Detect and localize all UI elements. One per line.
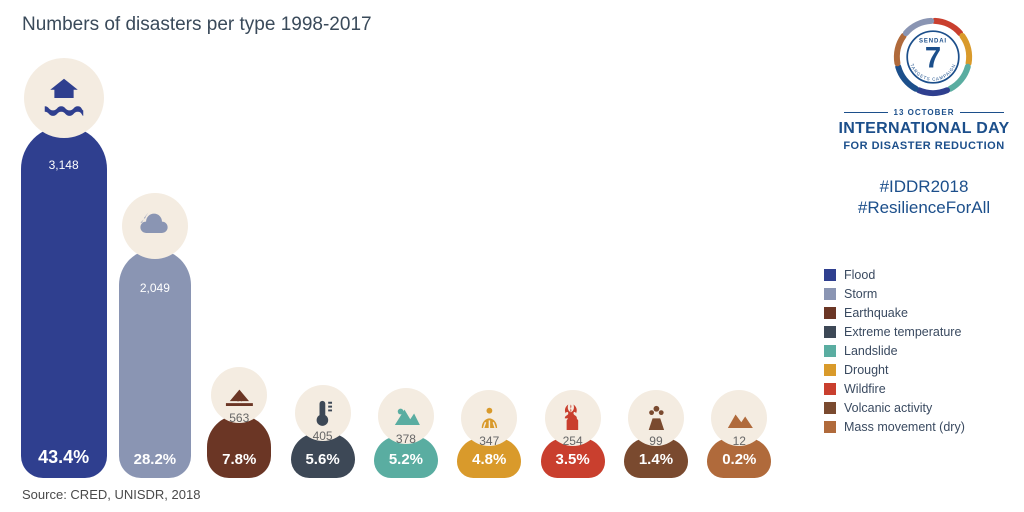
- bar-count: 2,049: [119, 281, 191, 295]
- legend-swatch: [824, 402, 836, 414]
- bar-pct: 5.2%: [389, 451, 423, 468]
- flood-icon: [24, 58, 104, 138]
- hashtags: #IDDR2018 #ResilienceForAll: [824, 176, 1024, 219]
- legend-row: Earthquake: [824, 306, 1010, 320]
- bar-wildfire: 3.5% 254: [534, 390, 611, 478]
- legend-row: Landslide: [824, 344, 1010, 358]
- bar-extreme-temperature: 5.6% 405: [284, 385, 361, 478]
- bar-volcanic-activity: 1.4% 99: [617, 390, 694, 478]
- bar-storm: 28.2% 2,049: [115, 193, 194, 478]
- source-text: Source: CRED, UNISDR, 2018: [22, 487, 200, 502]
- bar-count: 3,148: [21, 158, 107, 172]
- bar-count: 347: [457, 434, 521, 448]
- bar-count: 563: [207, 411, 271, 425]
- legend-row: Wildfire: [824, 382, 1010, 396]
- bar-pct: 1.4%: [639, 451, 673, 468]
- pillar: 43.4%: [21, 126, 107, 478]
- legend-swatch: [824, 364, 836, 376]
- legend-row: Drought: [824, 363, 1010, 377]
- legend-row: Extreme temperature: [824, 325, 1010, 339]
- bar-drought: 4.8% 347: [451, 390, 528, 478]
- bar-count: 378: [374, 432, 438, 446]
- legend-swatch: [824, 288, 836, 300]
- legend-label: Extreme temperature: [844, 325, 961, 339]
- bar-flood: 43.4% 3,148: [18, 58, 109, 478]
- bar-chart: 43.4% 3,148 28.2% 2,049 7.8% 563 5.6% 405 5.2% 37…: [18, 48, 778, 478]
- bar-pct: 0.2%: [722, 451, 756, 468]
- legend-swatch: [824, 269, 836, 281]
- legend-swatch: [824, 421, 836, 433]
- hashtag-2: #ResilienceForAll: [824, 197, 1024, 218]
- intl-day-title: INTERNATIONAL DAY: [824, 120, 1024, 138]
- legend-label: Storm: [844, 287, 877, 301]
- legend-swatch: [824, 345, 836, 357]
- legend-row: Mass movement (dry): [824, 420, 1010, 434]
- bar-pct: 5.6%: [305, 451, 339, 468]
- bar-pct: 3.5%: [556, 451, 590, 468]
- legend-label: Volcanic activity: [844, 401, 932, 415]
- bar-count: 12: [707, 434, 771, 448]
- legend-label: Mass movement (dry): [844, 420, 965, 434]
- bar-pct: 28.2%: [134, 451, 177, 468]
- bar-landslide: 5.2% 378: [367, 388, 444, 478]
- legend-label: Drought: [844, 363, 888, 377]
- intl-day-subtitle: FOR DISASTER REDUCTION: [824, 140, 1024, 152]
- bar-pct: 4.8%: [472, 451, 506, 468]
- legend-label: Earthquake: [844, 306, 908, 320]
- legend-row: Flood: [824, 268, 1010, 282]
- legend-swatch: [824, 383, 836, 395]
- bar-pct: 7.8%: [222, 451, 256, 468]
- legend: Flood Storm Earthquake Extreme temperature L…: [824, 268, 1010, 439]
- bar-pct: 43.4%: [38, 447, 89, 468]
- bar-count: 254: [541, 434, 605, 448]
- hashtag-1: #IDDR2018: [824, 176, 1024, 197]
- svg-text:7: 7: [925, 42, 941, 74]
- legend-row: Storm: [824, 287, 1010, 301]
- bar-mass-movement-dry-: 0.2% 12: [701, 390, 778, 478]
- legend-swatch: [824, 307, 836, 319]
- bar-count: 99: [624, 434, 688, 448]
- page-title: Numbers of disasters per type 1998-2017: [22, 14, 372, 36]
- legend-row: Volcanic activity: [824, 401, 1010, 415]
- storm-icon: [122, 193, 188, 259]
- logo-date: 13 OCTOBER: [824, 108, 1024, 117]
- legend-label: Flood: [844, 268, 875, 282]
- legend-swatch: [824, 326, 836, 338]
- sendai-logo: SENDAI7TARGETS CAMPAIGN: [890, 14, 976, 100]
- legend-label: Landslide: [844, 344, 898, 358]
- legend-label: Wildfire: [844, 382, 886, 396]
- bar-count: 405: [291, 429, 355, 443]
- bar-earthquake: 7.8% 563: [201, 367, 278, 478]
